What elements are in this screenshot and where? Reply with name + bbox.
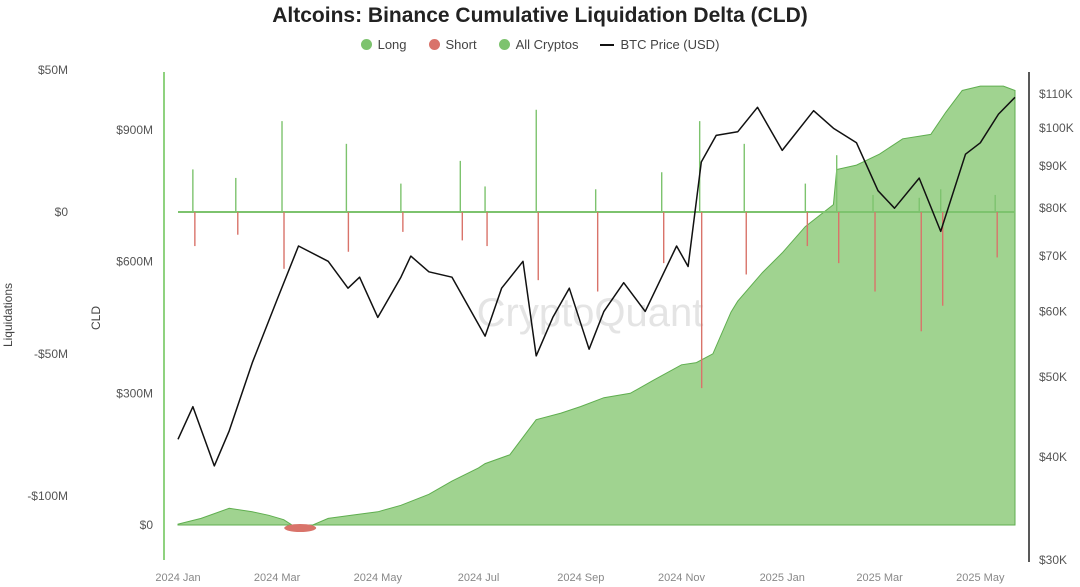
- btc-tick-label: $50K: [1039, 370, 1067, 384]
- cld-tick-label: $900M: [116, 123, 153, 137]
- btc-tick-label: $90K: [1039, 159, 1067, 173]
- x-tick-label: 2024 Jul: [458, 572, 500, 584]
- legend-label: All Cryptos: [515, 37, 579, 52]
- x-tick-label: 2024 Sep: [557, 572, 604, 584]
- x-tick-label: 2025 Mar: [856, 572, 903, 584]
- legend-dot-icon: [360, 39, 372, 50]
- legend-label: BTC Price (USD): [620, 37, 720, 52]
- btc-price-layer: [177, 96, 1016, 467]
- legend-label: Short: [445, 37, 477, 52]
- cld-tick-label: $600M: [116, 255, 153, 269]
- legend-item-short[interactable]: Short: [428, 37, 477, 52]
- x-tick-label: 2024 Nov: [658, 572, 706, 584]
- chart-legend: Long Short All Cryptos BTC Price (USD): [0, 37, 1080, 52]
- x-tick-label: 2025 May: [956, 572, 1005, 584]
- liquidations-axis-title: Liquidations: [1, 283, 15, 347]
- legend-dot-icon: [498, 39, 510, 50]
- cld-negative-dip: [284, 524, 317, 532]
- x-tick-label: 2024 May: [354, 572, 403, 584]
- btc-tick-label: $70K: [1039, 249, 1067, 263]
- watermark: CryptoQuant: [477, 291, 704, 335]
- btc-tick-label: $110K: [1039, 87, 1073, 101]
- btc-tick-label: $30K: [1039, 553, 1067, 567]
- legend-item-all-cryptos[interactable]: All Cryptos: [498, 37, 579, 52]
- x-tick-label: 2025 Jan: [760, 572, 805, 584]
- liquidation-bars-layer: [178, 109, 1015, 389]
- cld-axis-title: CLD: [89, 306, 103, 330]
- legend-item-long[interactable]: Long: [360, 37, 407, 52]
- btc-tick-label: $40K: [1039, 450, 1067, 464]
- chart-title: Altcoins: Binance Cumulative Liquidation…: [272, 4, 808, 27]
- cld-tick-label: $0: [140, 518, 154, 532]
- btc-tick-label: $100K: [1039, 121, 1074, 135]
- legend-item-btc-price[interactable]: BTC Price (USD): [600, 37, 719, 52]
- x-tick-label: 2024 Jan: [155, 572, 200, 584]
- liquidations-tick-label: $0: [55, 205, 69, 219]
- liquidations-tick-label: $50M: [38, 63, 68, 77]
- btc-price-line: [177, 96, 1016, 467]
- cld-area-layer: [177, 85, 1016, 532]
- btc-tick-label: $60K: [1039, 304, 1067, 318]
- liquidations-tick-label: -$100M: [27, 489, 68, 503]
- legend-line-icon: [600, 43, 615, 46]
- btc-tick-label: $80K: [1039, 201, 1067, 215]
- liquidations-tick-label: -$50M: [34, 347, 68, 361]
- cld-tick-label: $300M: [116, 386, 153, 400]
- x-tick-label: 2024 Mar: [254, 572, 301, 584]
- legend-label: Long: [377, 37, 407, 52]
- legend-dot-icon: [428, 39, 440, 50]
- axes-layer: $50M $0 -$50M -$100M $900M $600M $300M $0 $110K $…: [27, 63, 1073, 584]
